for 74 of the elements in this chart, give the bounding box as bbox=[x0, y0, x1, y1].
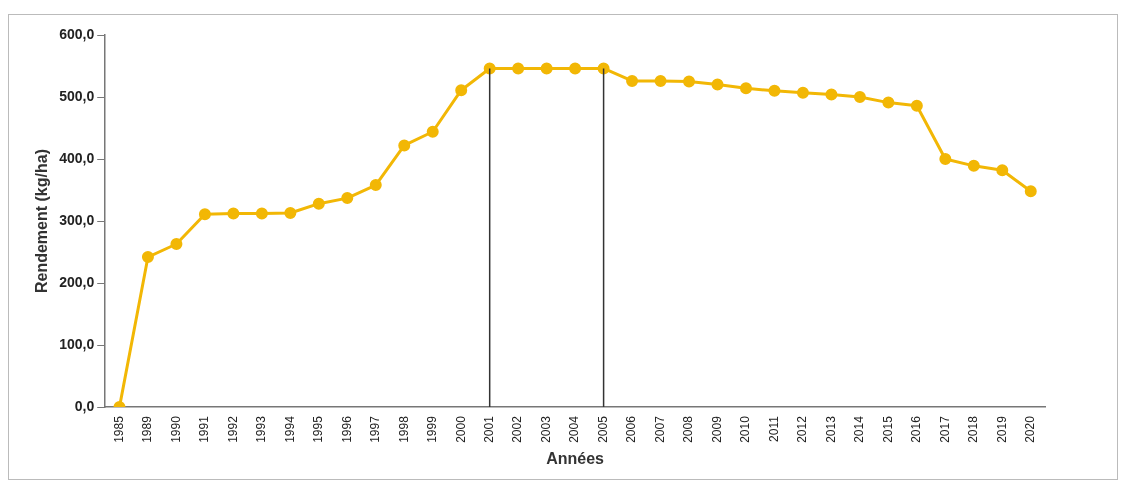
y-axis-title: Rendement (kg/ha) bbox=[33, 149, 51, 294]
point bbox=[170, 238, 183, 250]
x-tick-label: 2019 bbox=[994, 415, 1009, 443]
x-tick-label: 2016 bbox=[909, 415, 924, 443]
x-tick-label: 2008 bbox=[681, 415, 696, 443]
x-tick-label: 1996 bbox=[339, 415, 354, 443]
x-tick-label: 2003 bbox=[538, 415, 553, 443]
y-tick-label: 200,0 bbox=[59, 273, 95, 290]
x-tick-label: 1993 bbox=[254, 415, 269, 443]
x-tick-label: 2001 bbox=[482, 415, 496, 443]
point bbox=[882, 96, 895, 109]
point bbox=[654, 74, 667, 87]
x-tick-label: 2007 bbox=[652, 415, 667, 443]
point bbox=[198, 208, 211, 221]
x-tick-label: 2002 bbox=[510, 415, 525, 443]
x-tick-label: 1997 bbox=[368, 415, 383, 443]
point bbox=[227, 207, 240, 220]
point bbox=[455, 84, 468, 97]
x-tick-label: 2012 bbox=[795, 415, 810, 443]
x-tick-label: 2018 bbox=[966, 415, 981, 443]
y-tick-label: 300,0 bbox=[59, 211, 95, 228]
x-tick-label: 2015 bbox=[880, 415, 895, 443]
y-tick-label: 400,0 bbox=[59, 149, 95, 166]
point bbox=[512, 62, 525, 75]
point bbox=[796, 86, 809, 99]
x-tick-label: 1989 bbox=[140, 415, 155, 443]
point bbox=[312, 197, 325, 210]
x-axis-title: Années bbox=[546, 449, 605, 467]
point bbox=[739, 82, 752, 95]
x-tick-label: 2006 bbox=[624, 415, 639, 443]
x-tick-label: 1992 bbox=[225, 415, 240, 443]
point bbox=[255, 207, 268, 220]
x-tick-label: 2009 bbox=[709, 415, 724, 443]
point bbox=[1024, 185, 1037, 198]
x-tick-label: 1985 bbox=[111, 415, 126, 443]
point bbox=[483, 62, 496, 75]
point bbox=[597, 62, 610, 75]
point bbox=[540, 62, 553, 75]
x-tick-label: 1994 bbox=[282, 415, 297, 443]
x-tick-label: 2020 bbox=[1023, 415, 1038, 443]
y-tick-label: 600,0 bbox=[59, 25, 95, 42]
x-tick-label: 1990 bbox=[168, 415, 183, 443]
point bbox=[939, 153, 952, 166]
x-tick-label: 1998 bbox=[396, 415, 411, 443]
x-tick-label: 1991 bbox=[197, 415, 212, 443]
point bbox=[341, 192, 354, 205]
point bbox=[910, 99, 923, 112]
x-tick-label: 2017 bbox=[937, 415, 952, 443]
point bbox=[853, 91, 866, 104]
x-tick-label: 2014 bbox=[852, 415, 867, 443]
x-tick-label: 2000 bbox=[453, 415, 468, 443]
point bbox=[284, 206, 297, 219]
y-tick-label: 500,0 bbox=[59, 87, 95, 104]
point bbox=[768, 84, 781, 97]
x-tick-label: 1995 bbox=[311, 415, 326, 443]
point bbox=[626, 74, 639, 87]
x-tick-label: 2004 bbox=[567, 415, 582, 443]
x-tick-label: 2005 bbox=[595, 415, 610, 443]
y-tick-label: 0,0 bbox=[74, 397, 95, 414]
x-tick-label: 2013 bbox=[823, 415, 838, 443]
point bbox=[426, 125, 439, 138]
x-tick-label: 2010 bbox=[738, 415, 753, 443]
point bbox=[711, 78, 724, 91]
point bbox=[825, 88, 838, 101]
x-tick-label: 1999 bbox=[425, 415, 440, 443]
point bbox=[569, 62, 582, 75]
point bbox=[683, 75, 696, 88]
point bbox=[141, 251, 154, 264]
y-tick-label: 100,0 bbox=[59, 335, 95, 352]
point bbox=[967, 159, 980, 172]
point bbox=[369, 179, 382, 192]
point bbox=[398, 139, 411, 152]
x-tick-label: 2011 bbox=[766, 415, 781, 442]
point bbox=[996, 164, 1009, 177]
